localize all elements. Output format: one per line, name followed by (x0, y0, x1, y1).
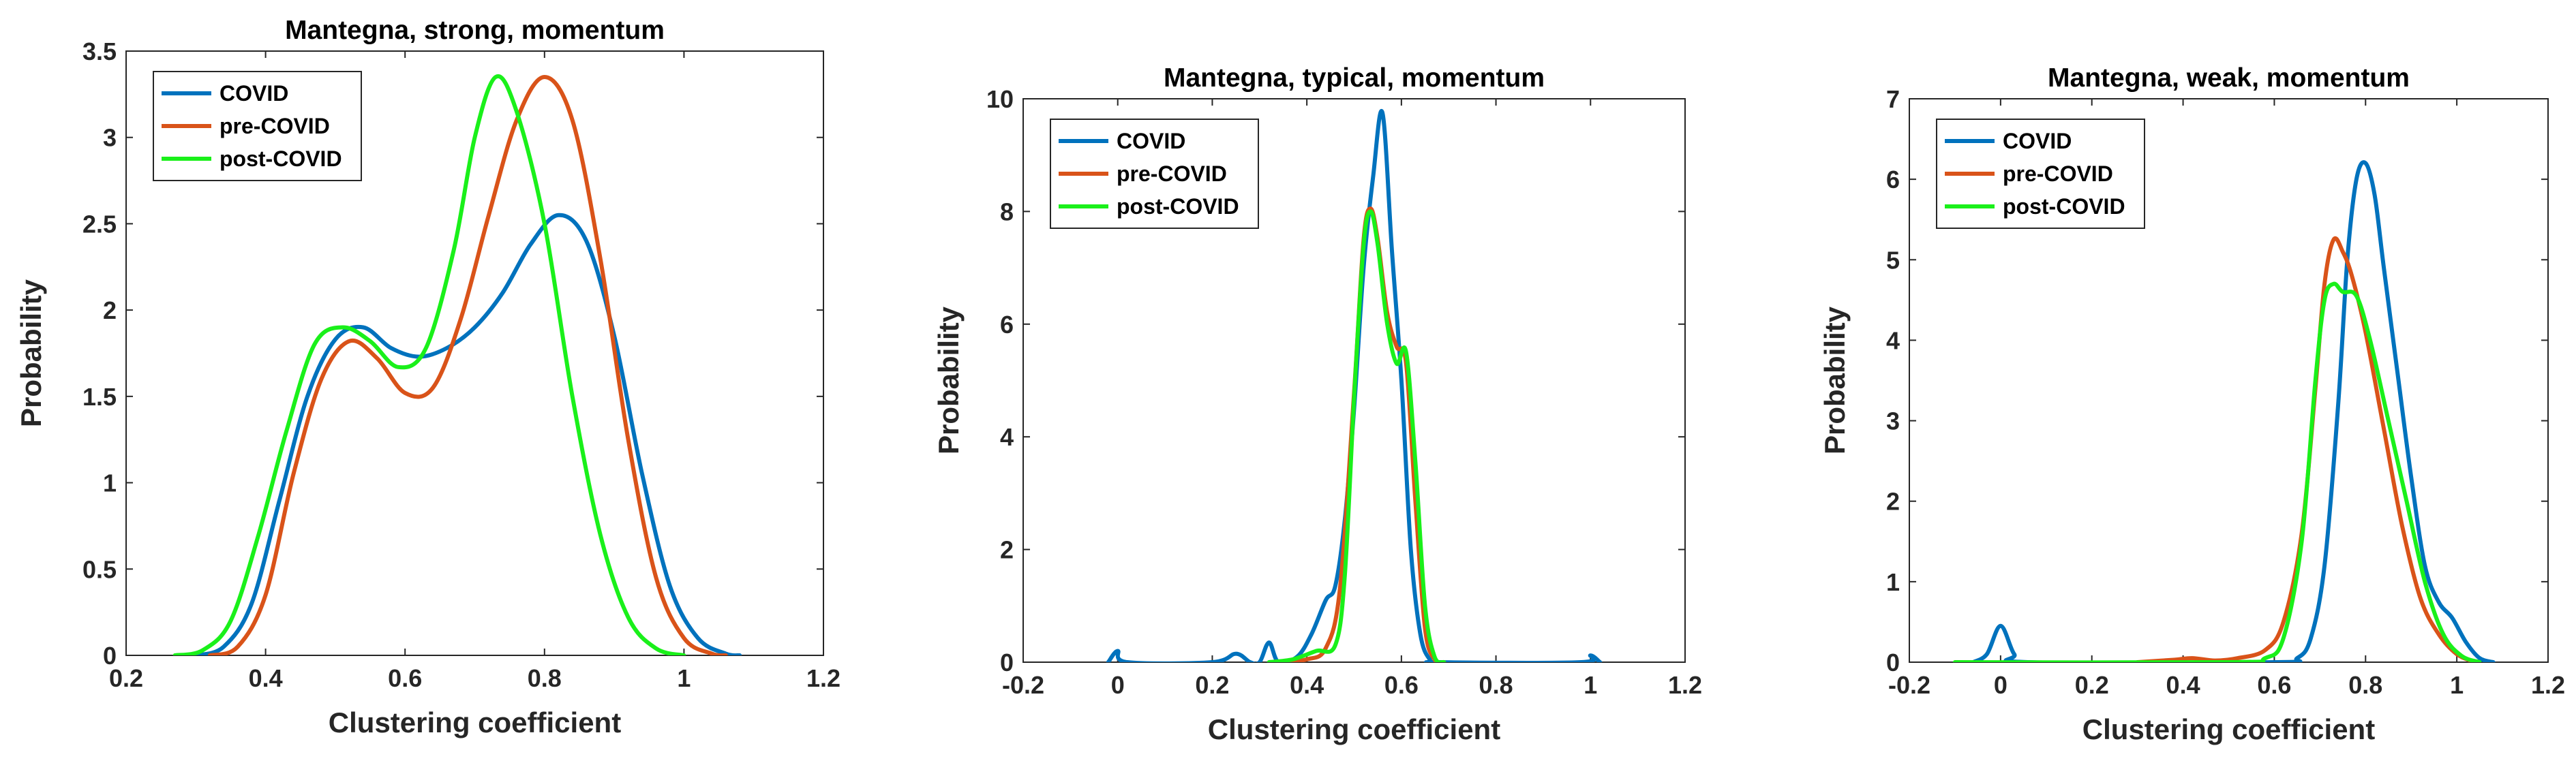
x-tick-label: 0 (1111, 671, 1125, 699)
y-tick-label: 3 (1886, 407, 1900, 435)
x-tick-label: 0.8 (1479, 671, 1513, 699)
x-tick-label: 0.6 (388, 664, 422, 692)
y-tick-label: 4 (1886, 326, 1900, 354)
chart-panel-1: 0.2 0.4 0.6 0.8 1 1.2 0 0.5 1 1.5 2 2.5 3 3.5 Mantegna… (15, 16, 840, 738)
y-tick-label: 1 (103, 469, 117, 497)
legend-label-covid: COVID (2003, 129, 2072, 153)
y-tick-label: 1.5 (82, 383, 117, 411)
series-line-post-covid (1267, 209, 1446, 662)
legend: COVID pre-COVID post-COVID (1050, 119, 1259, 229)
x-tick-label: 0.8 (528, 664, 562, 692)
x-tick-label: 1 (2450, 671, 2464, 699)
x-tick-label: 0 (1994, 671, 2007, 699)
chart-title: Mantegna, typical, momentum (1164, 63, 1545, 93)
y-tick-label: 7 (1886, 85, 1900, 113)
x-tick-label: 0.2 (109, 664, 143, 692)
y-tick-label: 0.5 (82, 555, 117, 583)
series-lines (1106, 109, 1603, 662)
legend: COVID pre-COVID post-COVID (153, 71, 362, 181)
legend-label-post-covid: post-COVID (2003, 194, 2125, 219)
x-tick-label: 0.6 (2257, 671, 2291, 699)
series-line-covid (1971, 160, 2496, 662)
y-tick-label: 3 (103, 124, 117, 152)
legend-label-post-covid: post-COVID (1117, 194, 1239, 219)
chart-title: Mantegna, strong, momentum (285, 16, 665, 45)
series-line-pre-covid (2135, 236, 2477, 662)
x-axis-label: Clustering coefficient (2082, 713, 2375, 745)
y-tick-label: 4 (1000, 423, 1014, 451)
x-axis-label: Clustering coefficient (329, 706, 621, 738)
y-tick-label: 6 (1000, 311, 1014, 339)
y-tick-label: 10 (986, 85, 1014, 113)
y-tick-label: 2 (1000, 536, 1014, 564)
y-tick-label: 0 (1000, 649, 1014, 676)
legend-label-post-covid: post-COVID (219, 146, 342, 171)
x-tick-label: -0.2 (1888, 671, 1930, 699)
legend: COVID pre-COVID post-COVID (1936, 119, 2145, 229)
y-tick-label: 6 (1886, 166, 1900, 193)
legend-label-pre-covid: pre-COVID (2003, 161, 2113, 186)
y-tick-label: 2 (103, 296, 117, 324)
x-tick-label: 0.4 (2166, 671, 2200, 699)
x-tick-label: 1 (1584, 671, 1597, 699)
legend-label-pre-covid: pre-COVID (1117, 161, 1227, 186)
y-tick-label: 1 (1886, 568, 1900, 596)
y-tick-label: 3.5 (82, 37, 117, 65)
series-lines (172, 74, 742, 655)
x-tick-label: 0.6 (1384, 671, 1419, 699)
x-tick-label: 0.4 (1290, 671, 1324, 699)
x-tick-label: 0.4 (249, 664, 283, 692)
y-tick-label: 2 (1886, 488, 1900, 516)
y-axis-label: Probability (933, 306, 965, 454)
x-tick-label: 1.2 (806, 664, 840, 692)
x-tick-label: 0.8 (2348, 671, 2382, 699)
series-line-pre-covid (207, 75, 728, 655)
x-tick-label: 1.2 (2531, 671, 2565, 699)
y-tick-label: 0 (103, 642, 117, 670)
y-axis-label: Probability (1819, 306, 1851, 454)
x-tick-label: 1 (677, 664, 691, 692)
chart-title: Mantegna, weak, momentum (2048, 63, 2410, 93)
y-tick-label: 2.5 (82, 210, 117, 238)
y-tick-label: 8 (1000, 198, 1014, 225)
x-tick-label: 1.2 (1668, 671, 1702, 699)
y-axis-label: Probability (15, 279, 47, 427)
legend-label-covid: COVID (219, 81, 288, 106)
x-tick-label: 0.2 (2075, 671, 2109, 699)
y-tick-label: 0 (1886, 649, 1900, 676)
series-lines (1952, 160, 2496, 662)
series-line-post-covid (172, 74, 686, 655)
legend-label-pre-covid: pre-COVID (219, 114, 330, 138)
x-axis-label: Clustering coefficient (1208, 713, 1500, 745)
series-line-post-covid (1952, 281, 2482, 662)
y-tick-label: 5 (1886, 246, 1900, 274)
legend-label-covid: COVID (1117, 129, 1185, 153)
x-tick-label: 0.2 (1195, 671, 1229, 699)
x-tick-label: -0.2 (1002, 671, 1044, 699)
series-line-covid (194, 213, 742, 655)
